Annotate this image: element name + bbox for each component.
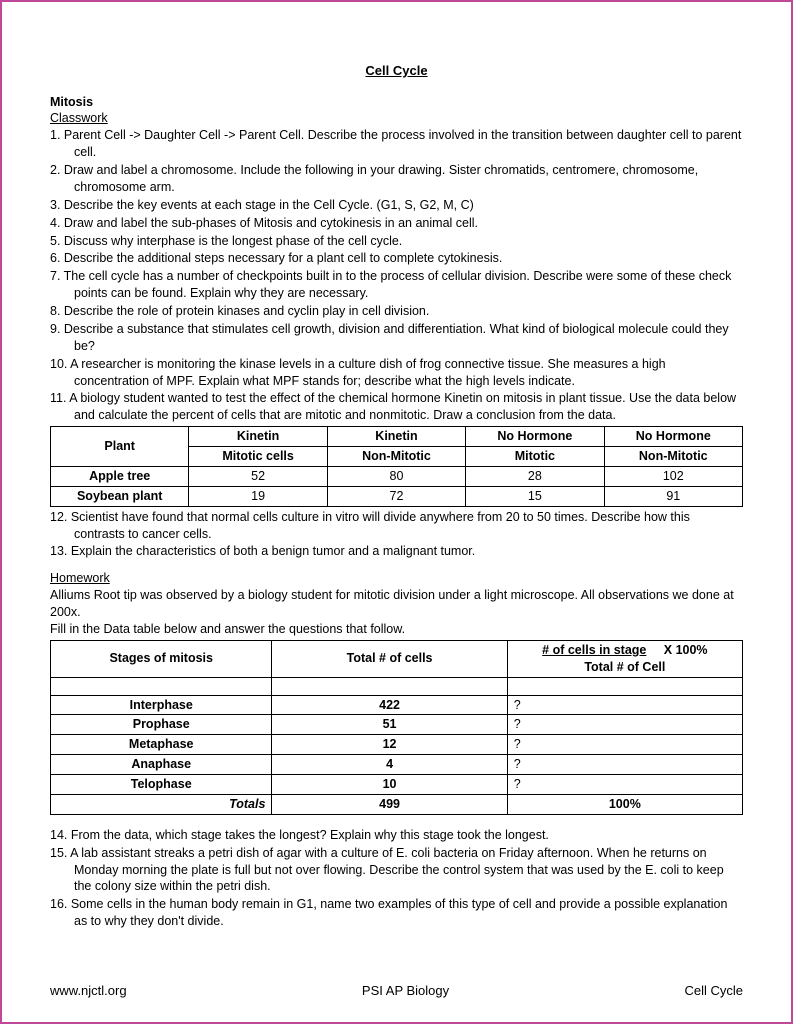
cell: 28 xyxy=(466,466,604,486)
section-heading-mitosis: Mitosis xyxy=(50,94,743,111)
table-row: Metaphase 12 ? xyxy=(51,735,743,755)
cell: ? xyxy=(507,775,742,795)
cell: 51 xyxy=(272,715,507,735)
question-12: 12. Scientist have found that normal cel… xyxy=(50,509,743,543)
cell: 80 xyxy=(327,466,465,486)
footer-right: Cell Cycle xyxy=(684,982,743,1000)
th-kinetin-mitotic-b: Mitotic cells xyxy=(189,447,327,467)
th-kinetin-nonmitotic-a: Kinetin xyxy=(327,427,465,447)
cell: 422 xyxy=(272,695,507,715)
cell: 91 xyxy=(604,486,742,506)
classwork-questions: 1. Parent Cell -> Daughter Cell -> Paren… xyxy=(50,127,743,424)
cell: Telophase xyxy=(51,775,272,795)
cell-totals-pct: 100% xyxy=(507,794,742,814)
th-nohormone-nonmitotic-b: Non-Mitotic xyxy=(604,447,742,467)
th-percent: # of cells in stage X 100% Total # of Ce… xyxy=(507,640,742,677)
th-nohormone-mitotic-a: No Hormone xyxy=(466,427,604,447)
homework-intro-2: Fill in the Data table below and answer … xyxy=(50,621,743,638)
question-2: 2. Draw and label a chromosome. Include … xyxy=(50,162,743,196)
cell: Metaphase xyxy=(51,735,272,755)
cell: Prophase xyxy=(51,715,272,735)
table-row: Prophase 51 ? xyxy=(51,715,743,735)
th-percent-den: Total # of Cell xyxy=(584,660,665,674)
page-title: Cell Cycle xyxy=(50,62,743,80)
table-row-totals: Totals 499 100% xyxy=(51,794,743,814)
th-nohormone-nonmitotic-a: No Hormone xyxy=(604,427,742,447)
cell: ? xyxy=(507,715,742,735)
cell: 4 xyxy=(272,755,507,775)
question-6: 6. Describe the additional steps necessa… xyxy=(50,250,743,267)
footer-left: www.njctl.org xyxy=(50,982,127,1000)
cell-totals-count: 499 xyxy=(272,794,507,814)
question-5: 5. Discuss why interphase is the longest… xyxy=(50,233,743,250)
question-15: 15. A lab assistant streaks a petri dish… xyxy=(50,845,743,896)
cell: 10 xyxy=(272,775,507,795)
cell: 12 xyxy=(272,735,507,755)
cell: ? xyxy=(507,695,742,715)
question-9: 9. Describe a substance that stimulates … xyxy=(50,321,743,355)
cell: 19 xyxy=(189,486,327,506)
th-plant: Plant xyxy=(51,427,189,467)
cell: ? xyxy=(507,755,742,775)
homework-section: Homework Alliums Root tip was observed b… xyxy=(50,570,743,638)
cell: Soybean plant xyxy=(51,486,189,506)
th-percent-x: X 100% xyxy=(664,643,708,657)
kinetin-table: Plant Kinetin Kinetin No Hormone No Horm… xyxy=(50,426,743,507)
table-row: Interphase 422 ? xyxy=(51,695,743,715)
subheading-classwork: Classwork xyxy=(50,110,743,127)
question-10: 10. A researcher is monitoring the kinas… xyxy=(50,356,743,390)
table-row: Telophase 10 ? xyxy=(51,775,743,795)
cell: 102 xyxy=(604,466,742,486)
th-stages: Stages of mitosis xyxy=(51,640,272,677)
question-14: 14. From the data, which stage takes the… xyxy=(50,827,743,844)
cell: Anaphase xyxy=(51,755,272,775)
table-row: Plant Kinetin Kinetin No Hormone No Horm… xyxy=(51,427,743,447)
homework-questions: 14. From the data, which stage takes the… xyxy=(50,827,743,930)
table-row: Apple tree 52 80 28 102 xyxy=(51,466,743,486)
homework-intro-1: Alliums Root tip was observed by a biolo… xyxy=(50,587,743,621)
cell: ? xyxy=(507,735,742,755)
question-8: 8. Describe the role of protein kinases … xyxy=(50,303,743,320)
table-row: Soybean plant 19 72 15 91 xyxy=(51,486,743,506)
subheading-homework: Homework xyxy=(50,570,743,587)
worksheet-page: Cell Cycle Mitosis Classwork 1. Parent C… xyxy=(2,2,791,1022)
question-3: 3. Describe the key events at each stage… xyxy=(50,197,743,214)
th-kinetin-nonmitotic-b: Non-Mitotic xyxy=(327,447,465,467)
th-kinetin-mitotic-a: Kinetin xyxy=(189,427,327,447)
page-footer: www.njctl.org PSI AP Biology Cell Cycle xyxy=(50,982,743,1000)
question-16: 16. Some cells in the human body remain … xyxy=(50,896,743,930)
question-11: 11. A biology student wanted to test the… xyxy=(50,390,743,424)
footer-center: PSI AP Biology xyxy=(362,982,449,1000)
question-7: 7. The cell cycle has a number of checkp… xyxy=(50,268,743,302)
cell: 52 xyxy=(189,466,327,486)
question-1: 1. Parent Cell -> Daughter Cell -> Paren… xyxy=(50,127,743,161)
question-13: 13. Explain the characteristics of both … xyxy=(50,543,743,560)
th-nohormone-mitotic-b: Mitotic xyxy=(466,447,604,467)
mitosis-stages-table: Stages of mitosis Total # of cells # of … xyxy=(50,640,743,815)
cell-totals-label: Totals xyxy=(51,794,272,814)
cell: 72 xyxy=(327,486,465,506)
cell: Interphase xyxy=(51,695,272,715)
th-percent-num: # of cells in stage xyxy=(542,643,646,657)
cell: 15 xyxy=(466,486,604,506)
classwork-questions-cont: 12. Scientist have found that normal cel… xyxy=(50,509,743,561)
th-total-cells: Total # of cells xyxy=(272,640,507,677)
table-row-blank xyxy=(51,677,743,695)
table-row: Stages of mitosis Total # of cells # of … xyxy=(51,640,743,677)
cell: Apple tree xyxy=(51,466,189,486)
table-row: Anaphase 4 ? xyxy=(51,755,743,775)
question-4: 4. Draw and label the sub-phases of Mito… xyxy=(50,215,743,232)
